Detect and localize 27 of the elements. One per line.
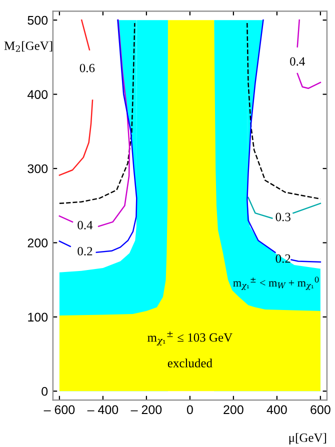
x-tick-label: 0 — [186, 405, 193, 414]
annotation: 0.2 — [78, 246, 92, 256]
y-tick-label: 0 — [42, 386, 48, 396]
x-tick-label: – 400 — [87, 405, 118, 414]
y-tick-label: 300 — [28, 164, 48, 174]
x-tick-label: 200 — [224, 405, 244, 414]
line-series — [58, 22, 136, 204]
y-tick-label: 400 — [28, 90, 48, 99]
annotation: m$_{χ₁}$$^{±}$ ≤ 103 GeV — [148, 332, 232, 346]
line-series — [246, 22, 322, 200]
x-tick-label: 600 — [310, 405, 330, 414]
y-tick-label: 500 — [28, 16, 48, 25]
line-series — [296, 72, 322, 89]
annotation: 0.6 — [80, 64, 95, 72]
x-axis-title: μ[GeV] — [289, 433, 326, 444]
annotation: excluded — [168, 358, 212, 368]
annotation: 0.3 — [276, 212, 290, 222]
annotation: m$_{χ₁}$$^{±}$ < m$_{W}$ + m$_{χ₁}$$^{0}$ — [233, 276, 319, 290]
line-series — [246, 19, 276, 253]
y-tick-label: 200 — [28, 238, 48, 248]
y-axis-title: M$_{2}$[GeV] — [4, 41, 52, 52]
annotation: 0.4 — [78, 220, 93, 230]
y-tick-label: 100 — [28, 312, 48, 322]
x-tick-label: – 600 — [44, 405, 75, 414]
annotation: 0.4 — [290, 57, 305, 66]
x-tick-label: 400 — [266, 405, 287, 414]
x-tick-label: – 200 — [130, 405, 162, 414]
